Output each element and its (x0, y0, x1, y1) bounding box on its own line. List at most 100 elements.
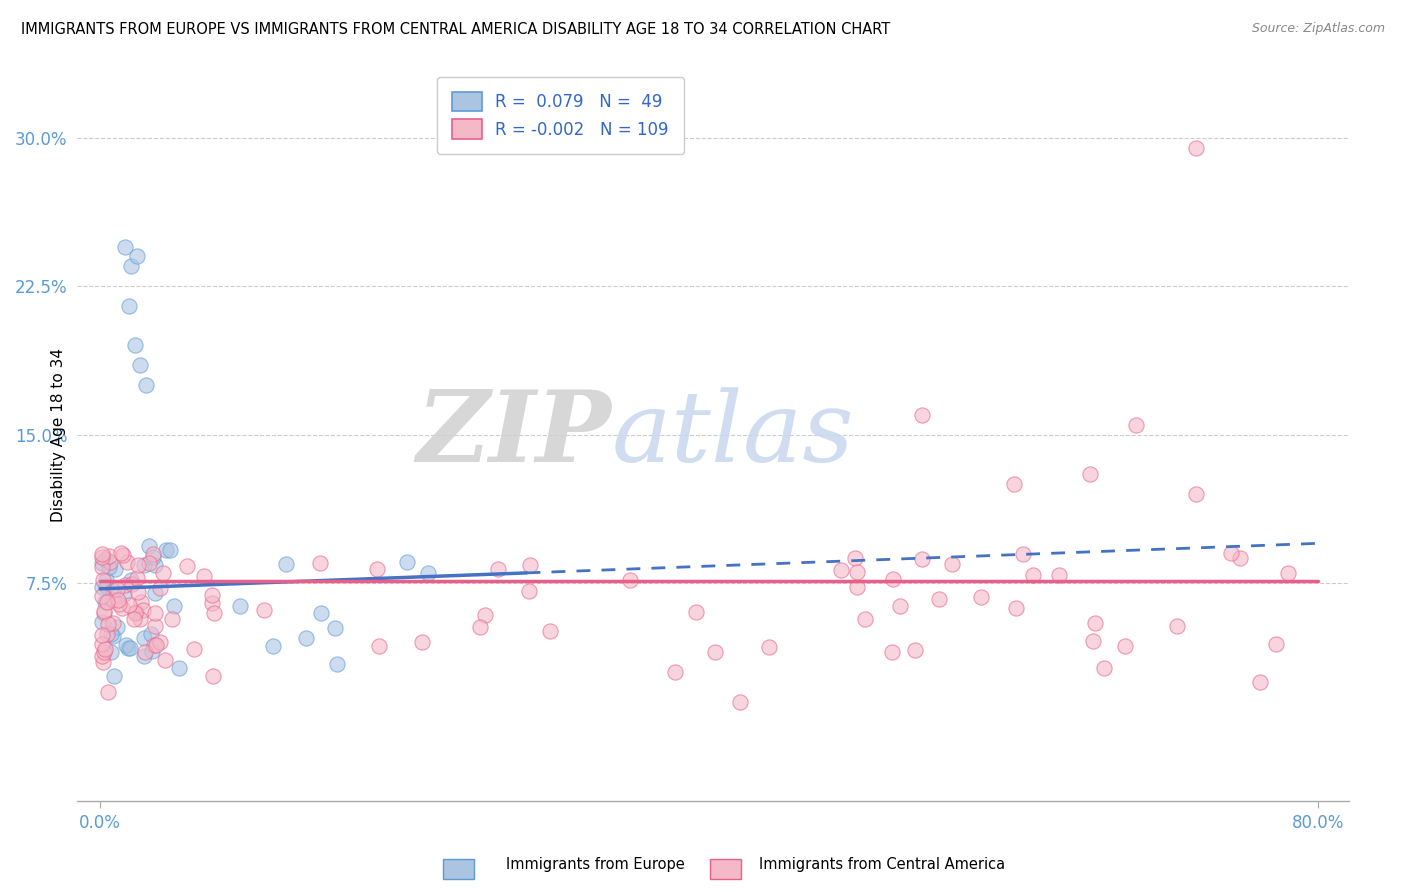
Point (101, 629, 124, 643)
Point (519, 558, 541, 573)
Point (142, 548, 165, 562)
Point (120, 574, 142, 588)
Point (110, 546, 132, 560)
Point (904, 643, 927, 657)
Text: atlas: atlas (612, 387, 853, 483)
Point (96, 626, 118, 640)
Y-axis label: Disability Age 18 to 34: Disability Age 18 to 34 (51, 348, 66, 522)
Point (1114, 639, 1136, 653)
Point (118, 598, 141, 612)
Point (143, 586, 166, 600)
Point (1185, 141, 1208, 155)
Point (685, 606, 707, 620)
Point (163, 599, 186, 613)
Point (162, 612, 184, 626)
Point (844, 550, 866, 565)
Point (418, 566, 440, 580)
Point (143, 619, 166, 633)
Point (132, 603, 155, 617)
Point (202, 669, 225, 683)
Point (121, 577, 143, 591)
Point (1277, 566, 1299, 580)
Point (486, 562, 509, 576)
Point (367, 639, 389, 653)
Point (882, 572, 904, 586)
Point (1012, 547, 1035, 561)
Point (118, 641, 141, 656)
Point (114, 638, 136, 652)
Point (1047, 568, 1070, 582)
Point (96, 574, 118, 588)
Point (97, 560, 120, 574)
Point (728, 695, 751, 709)
Point (91, 655, 114, 669)
Point (1081, 634, 1104, 648)
Point (107, 598, 129, 612)
Point (107, 593, 129, 607)
Point (149, 582, 172, 596)
Point (127, 584, 149, 599)
Point (90, 637, 112, 651)
Point (132, 649, 155, 664)
Point (1185, 487, 1208, 501)
Text: IMMIGRANTS FROM EUROPE VS IMMIGRANTS FROM CENTRAL AMERICA DISABILITY AGE 18 TO 3: IMMIGRANTS FROM EUROPE VS IMMIGRANTS FRO… (21, 22, 890, 37)
Point (295, 631, 318, 645)
Point (138, 539, 160, 553)
Point (128, 358, 150, 372)
Point (183, 642, 205, 657)
Point (309, 556, 332, 570)
Point (889, 599, 911, 613)
Point (93, 606, 115, 620)
Point (155, 543, 177, 558)
Point (1229, 550, 1251, 565)
Point (112, 587, 135, 601)
Point (1264, 636, 1286, 650)
Point (125, 606, 148, 620)
Point (127, 571, 149, 585)
Point (132, 631, 155, 645)
Point (845, 566, 868, 580)
Point (201, 588, 224, 602)
Point (93, 645, 115, 659)
Point (142, 638, 165, 652)
Point (120, 260, 142, 274)
Point (90, 556, 112, 570)
Point (911, 552, 934, 566)
Point (124, 606, 146, 620)
Point (1005, 601, 1028, 615)
Point (141, 644, 163, 658)
Point (326, 657, 349, 671)
Point (105, 620, 128, 634)
Point (941, 557, 963, 571)
Point (90, 549, 112, 564)
Point (395, 555, 418, 569)
Point (117, 640, 139, 655)
Point (132, 558, 155, 572)
Point (1249, 674, 1271, 689)
Point (1022, 567, 1045, 582)
Point (145, 638, 167, 652)
Point (100, 555, 122, 569)
Point (93, 604, 115, 618)
Point (114, 239, 136, 253)
Legend: R =  0.079   N =  49, R = -0.002   N = 109: R = 0.079 N = 49, R = -0.002 N = 109 (437, 77, 683, 153)
Point (90, 580, 112, 594)
Point (1092, 661, 1115, 675)
Point (468, 620, 491, 634)
Point (114, 577, 136, 591)
Point (309, 607, 332, 621)
Point (94, 579, 117, 593)
Point (124, 338, 146, 352)
Point (142, 549, 165, 564)
Point (122, 612, 145, 626)
Point (159, 542, 181, 557)
Text: ZIP: ZIP (416, 386, 612, 483)
Point (1078, 467, 1101, 481)
Point (1084, 615, 1107, 630)
Point (98, 549, 121, 564)
Point (118, 299, 141, 313)
Point (830, 562, 852, 576)
Point (474, 608, 496, 623)
Point (882, 645, 904, 659)
Text: Source: ZipAtlas.com: Source: ZipAtlas.com (1251, 22, 1385, 36)
